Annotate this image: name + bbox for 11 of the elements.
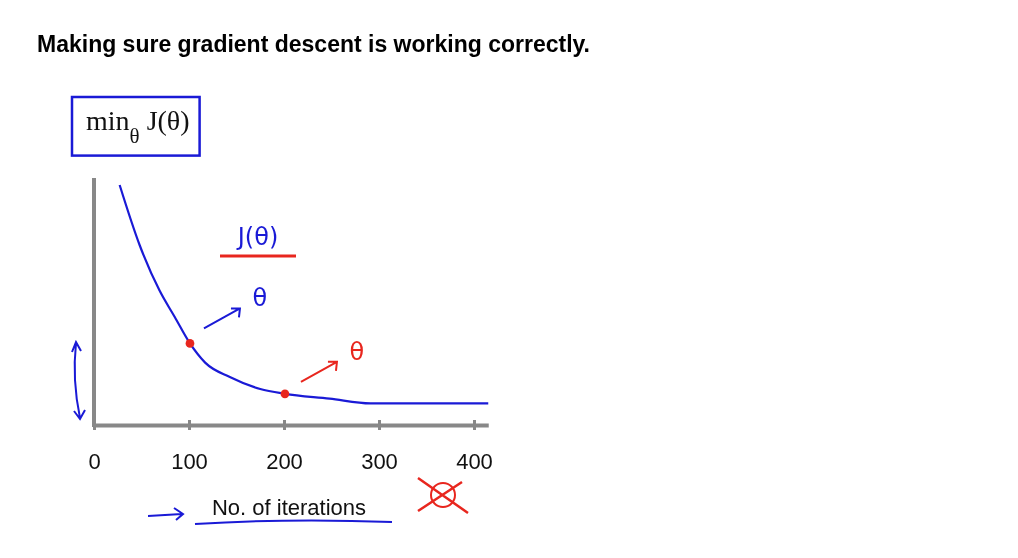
x-tick-label: 400 — [456, 448, 493, 474]
chart-title: Making sure gradient descent is working correctly. — [37, 31, 591, 57]
y-axis-title: min$_{θ}$ J(θ) — [86, 105, 190, 148]
x-axis-title: No. of iterations — [211, 495, 367, 520]
annotation: θ — [252, 284, 268, 313]
x-tick-label: 200 — [266, 448, 303, 474]
annotation: θ — [349, 337, 365, 366]
x-tick-label: 300 — [361, 448, 398, 474]
x-tick-label: 0 — [88, 448, 101, 474]
x-tick-label: 100 — [171, 448, 208, 474]
annotation: J(θ) — [235, 223, 279, 251]
